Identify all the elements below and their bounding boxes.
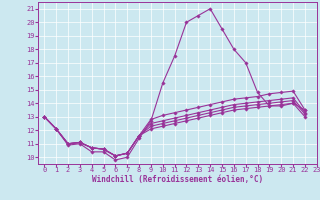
X-axis label: Windchill (Refroidissement éolien,°C): Windchill (Refroidissement éolien,°C): [92, 175, 263, 184]
